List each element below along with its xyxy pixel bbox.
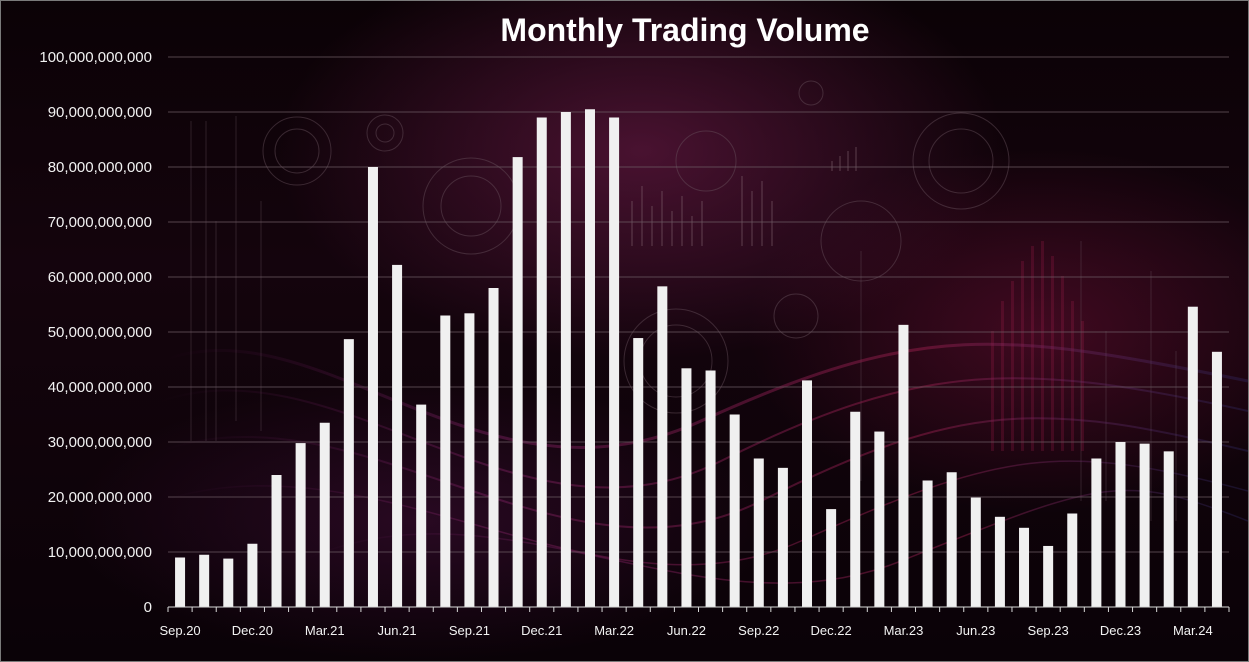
y-tick-label: 10,000,000,000 bbox=[48, 544, 152, 561]
bar-Sep.22 bbox=[753, 458, 764, 607]
bar-Feb.24 bbox=[1163, 451, 1174, 607]
bar-Feb.22 bbox=[584, 109, 595, 607]
y-tick-label: 100,000,000,000 bbox=[39, 49, 152, 66]
x-tick-label: Sep.22 bbox=[738, 623, 779, 638]
x-tick-label: Sep.23 bbox=[1028, 623, 1069, 638]
y-tick-label: 60,000,000,000 bbox=[48, 269, 152, 286]
bar-Oct.23 bbox=[1067, 513, 1078, 607]
y-axis-tick-labels: 0 10,000,000,000 20,000,000,000 30,000,000,… bbox=[39, 49, 152, 616]
bar-Apr.22 bbox=[633, 338, 644, 607]
bar-Mar.23 bbox=[898, 324, 909, 607]
y-tick-label: 80,000,000,000 bbox=[48, 159, 152, 176]
bar-Feb.21 bbox=[295, 443, 306, 607]
bar-Nov.23 bbox=[1091, 458, 1102, 607]
y-tick-label: 20,000,000,000 bbox=[48, 489, 152, 506]
bar-Dec.22 bbox=[826, 509, 837, 607]
x-tick-label: Mar.21 bbox=[305, 623, 345, 638]
bar-Jul.21 bbox=[416, 404, 427, 607]
bar-Jun.21 bbox=[392, 264, 403, 607]
x-tick-label: Mar.24 bbox=[1173, 623, 1213, 638]
x-tick-label: Jun.22 bbox=[667, 623, 706, 638]
x-tick-label: Sep.21 bbox=[449, 623, 490, 638]
bar-May.21 bbox=[367, 167, 378, 607]
bar-Aug.22 bbox=[729, 414, 740, 607]
bars bbox=[175, 109, 1222, 607]
bar-Jan.21 bbox=[271, 475, 282, 607]
x-tick-label: Dec.20 bbox=[232, 623, 273, 638]
y-tick-label: 50,000,000,000 bbox=[48, 324, 152, 341]
bar-Oct.21 bbox=[488, 288, 499, 607]
x-tick-label: Jun.21 bbox=[378, 623, 417, 638]
bar-Nov.21 bbox=[512, 157, 523, 607]
y-tick-label: 90,000,000,000 bbox=[48, 104, 152, 121]
x-axis-tick-labels: Sep.20 Dec.20 Mar.21 Jun.21 Sep.21 Dec.21 Mar.… bbox=[159, 607, 1230, 638]
bar-Mar.21 bbox=[319, 422, 330, 607]
bar-Feb.23 bbox=[874, 431, 885, 607]
bar-Dec.20 bbox=[247, 543, 258, 607]
x-tick-label: Mar.22 bbox=[594, 623, 634, 638]
bar-Nov.22 bbox=[802, 380, 813, 607]
bar-Dec.23 bbox=[1115, 442, 1126, 607]
y-tick-label: 30,000,000,000 bbox=[48, 434, 152, 451]
bar-Sep.23 bbox=[1043, 545, 1054, 607]
y-tick-label: 0 bbox=[144, 599, 152, 616]
bar-Aug.23 bbox=[1019, 527, 1030, 607]
bar-May.22 bbox=[657, 286, 668, 607]
bar-Apr.23 bbox=[922, 480, 933, 607]
bar-Mar.22 bbox=[609, 117, 620, 607]
bar-Sep.21 bbox=[464, 313, 475, 607]
bar-Apr.24 bbox=[1211, 351, 1222, 607]
x-tick-label: Dec.22 bbox=[811, 623, 852, 638]
bar-Sep.20 bbox=[175, 557, 186, 607]
bar-Jan.22 bbox=[560, 112, 571, 607]
bar-Aug.21 bbox=[440, 315, 451, 607]
bar-Mar.24 bbox=[1187, 306, 1198, 607]
chart-title: Monthly Trading Volume bbox=[500, 12, 869, 48]
x-tick-label: Dec.21 bbox=[521, 623, 562, 638]
bar-Jul.22 bbox=[705, 370, 716, 607]
x-tick-label: Sep.20 bbox=[159, 623, 200, 638]
bar-Nov.20 bbox=[223, 558, 234, 607]
bar-Jul.23 bbox=[994, 516, 1005, 607]
bar-Jan.24 bbox=[1139, 443, 1150, 607]
bar-Dec.21 bbox=[536, 117, 547, 607]
bar-Jun.22 bbox=[681, 368, 692, 607]
bar-Jun.23 bbox=[970, 497, 981, 607]
bar-May.23 bbox=[946, 472, 957, 607]
bar-Apr.21 bbox=[343, 339, 354, 607]
x-tick-label: Dec.23 bbox=[1100, 623, 1141, 638]
x-tick-label: Jun.23 bbox=[956, 623, 995, 638]
y-tick-label: 70,000,000,000 bbox=[48, 214, 152, 231]
y-tick-label: 40,000,000,000 bbox=[48, 379, 152, 396]
x-tick-label: Mar.23 bbox=[884, 623, 924, 638]
bar-Oct.20 bbox=[199, 554, 210, 607]
bar-Oct.22 bbox=[777, 467, 788, 607]
bar-Jan.23 bbox=[850, 411, 861, 607]
